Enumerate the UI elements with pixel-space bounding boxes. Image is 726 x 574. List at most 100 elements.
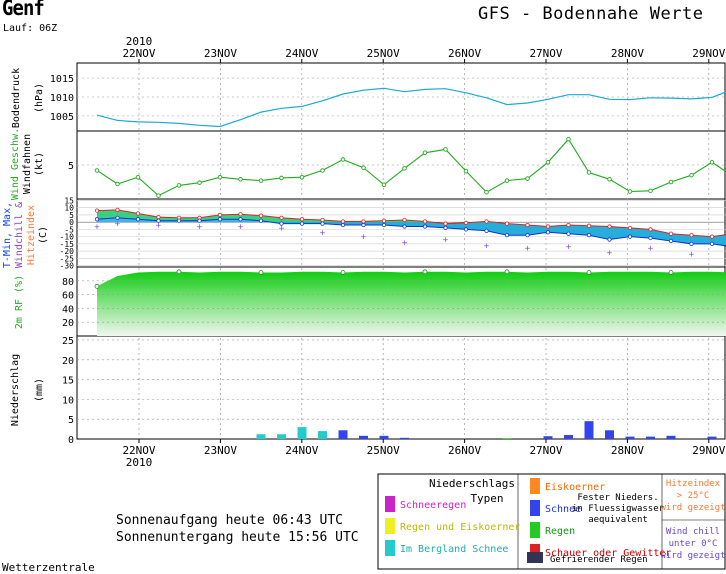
temp-tick-label: 5 [69,211,74,220]
wind-tick-label: 5 [68,161,74,172]
pressure-unit: (hPa) [34,83,45,113]
precip-tick-label: 15 [62,376,74,387]
wind-point [361,165,366,170]
windchill-marker: + [361,233,367,243]
rh-tick-label: 40 [62,304,74,315]
legend-note: aequivalent [588,515,648,525]
tmax-point [238,212,243,217]
tmax-point [463,220,469,225]
sunrise-text: Sonnenaufgang heute 06:43 UTC [116,513,343,528]
wind-point [648,188,653,194]
heat-index-note: wird gezeigt [660,503,725,513]
tmax-point [361,219,366,224]
precip-tick-label: 10 [62,395,74,406]
windchill-marker: + [320,228,326,238]
rh-tick-label: 60 [62,291,74,302]
precipitation-panel: 0 5 10 15 20 25 [62,336,726,446]
rh-point [504,269,510,275]
precip-bar [277,434,286,439]
tmax-point [689,233,694,238]
wind-point [525,176,530,181]
wind-chill-note: Wind chill [666,527,720,537]
model-run-label: Lauf: 06Z [3,23,58,34]
windchill-marker: + [279,224,285,234]
tmax-point [402,217,407,223]
tmin-point [607,237,612,242]
day-label-top: 25NOV [367,47,400,60]
day-label-bottom: 22NOV [122,444,155,457]
day-label-bottom: 25NOV [367,444,400,457]
wind-point [197,180,202,185]
heat-index-note: > 25°C [677,491,710,501]
sunset-text: Sonnenuntergang heute 15:56 UTC [116,530,359,545]
tmax-point [217,212,223,218]
legend-label: Eiskoerner [545,482,605,493]
rh-ylabel: 2m RF (%) [14,275,25,329]
day-label-top: 26NOV [448,47,481,60]
tmin-point [463,227,469,232]
tmin-point [176,218,182,223]
legend-note: in Fluessigwasser [572,504,665,514]
temp-ylabel-b: Windchill & [14,202,25,268]
precip-bar [297,427,307,439]
temp-band-warm [97,209,726,246]
tmax-point [115,207,120,212]
wind-point [238,177,243,182]
legend-label: Schauer oder Gewitter [545,548,671,559]
wind-ylabel: Wind Geschw. [10,128,21,200]
wind-point [463,168,469,174]
wind-point [504,178,510,183]
tmin-point [258,218,264,223]
windchill-marker: + [566,243,572,253]
tmax-point [299,217,305,222]
tmin-point [279,221,284,226]
wind-point [94,168,100,173]
rh-point [94,283,100,289]
windchill-marker: + [402,238,408,248]
day-label-bottom: 27NOV [529,444,562,457]
wind-point [709,160,715,165]
wind-point [586,170,592,175]
tmax-point [443,221,448,226]
tmin-point [115,215,120,220]
day-label-top: 22NOV [122,47,155,60]
tmax-point [525,222,530,228]
wind-panel: 5 [68,136,726,198]
precip-bar [359,435,368,439]
precip-tick-label: 5 [68,415,74,426]
legend-label-freezing: Gefrierender Regen [550,555,648,565]
precipitation-legend: Niederschlags Typen Schneeregen Regen und E… [377,473,726,570]
tmax-point [504,221,510,226]
wind-point [340,157,346,162]
windchill-marker: + [607,249,613,259]
tmin-point [648,235,653,241]
precip-ylabel: Niederschlag [10,354,21,426]
tmax-point [381,218,387,223]
wind-point [176,183,182,188]
precip-bar [400,437,409,439]
pressure-tick-label: 1010 [50,93,74,104]
wind-point [156,193,161,198]
precip-bar [584,421,594,439]
rh-point [340,270,346,275]
windchill-marker: + [648,244,654,254]
tmax-point [586,223,592,228]
wind-point [217,174,223,180]
tmin-point [156,218,161,223]
year-bottom: 2010 [126,456,153,469]
tmin-point [709,241,715,246]
precip-bar [707,436,717,439]
tmax-point [627,225,633,231]
wind-point [443,147,448,152]
tmin-point [689,241,694,246]
temp-tick-label: -30 [60,262,75,271]
legend-label: Regen und Eiskoerner [400,522,520,533]
pressure-tick-label: 1015 [50,74,74,85]
tmin-point [238,217,243,222]
precip-bar [338,430,348,439]
rh-point [176,269,182,275]
legend-box [377,473,726,570]
wind-point [566,136,571,142]
windchill-marker: + [156,221,162,231]
